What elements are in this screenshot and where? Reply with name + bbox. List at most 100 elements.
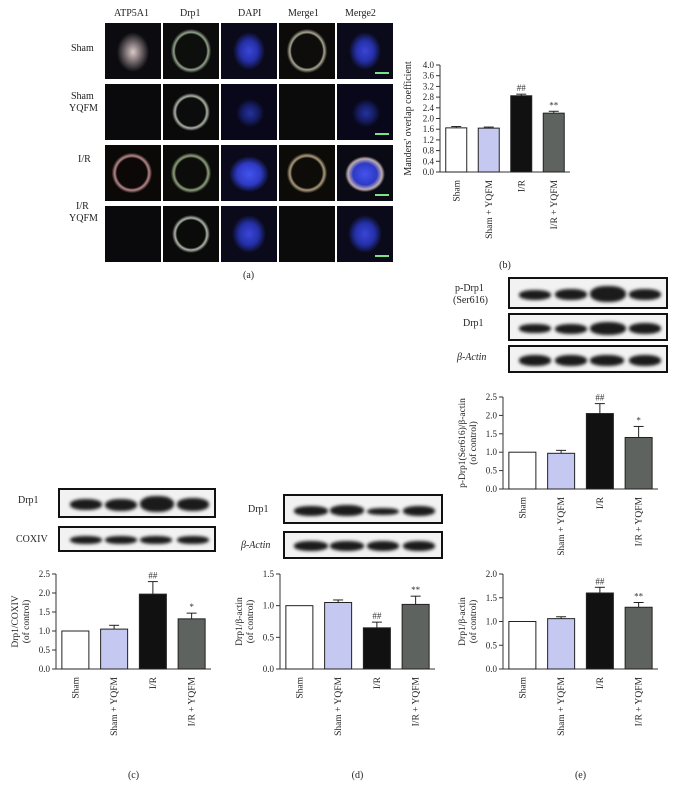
blot-band xyxy=(519,355,551,366)
scale-bar xyxy=(375,194,389,196)
blot-band xyxy=(555,289,587,300)
significance-label: ** xyxy=(634,592,644,602)
scale-bar xyxy=(375,133,389,135)
blot-strip-p-drp1 xyxy=(508,277,668,309)
significance-label: ## xyxy=(595,576,605,586)
column-label-merge2: Merge2 xyxy=(345,8,376,19)
category-label: I/R xyxy=(149,676,159,689)
row-label-sham-yqfm-line2: YQFM xyxy=(69,103,98,114)
bar xyxy=(585,592,614,670)
category-label: Sham xyxy=(295,676,305,698)
blot-band xyxy=(590,286,626,302)
micrograph-ir-atp5a1 xyxy=(105,145,161,201)
y-tick-label: 2.0 xyxy=(486,569,498,579)
micrograph-sham-yqfm-dapi xyxy=(221,84,277,140)
blot-band xyxy=(367,541,399,551)
blot-band xyxy=(177,498,209,511)
category-label: Sham + YQFM xyxy=(485,179,495,238)
category-label: I/R xyxy=(517,179,527,192)
panel-caption: (c) xyxy=(128,770,139,781)
blot-band xyxy=(519,324,551,333)
significance-label: ## xyxy=(595,393,605,403)
blot-strip-coxiv xyxy=(58,526,216,552)
micrograph-sham-merge2 xyxy=(337,23,393,79)
blot-band xyxy=(555,355,587,366)
y-tick-label: 2.5 xyxy=(486,392,498,402)
blot-strip-drp1 xyxy=(508,313,668,341)
category-label: Sham + YQFM xyxy=(334,676,344,735)
micrograph-ir-yqfm-merge2 xyxy=(337,206,393,262)
bar-chart-c: 0.0 0.5 1.0 1.5 2.0 2.5 Drp1/COXIV (of control)… xyxy=(11,569,211,781)
blot-band xyxy=(294,506,328,516)
micrograph-ir-yqfm-atp5a1 xyxy=(105,206,161,262)
bar xyxy=(61,630,90,670)
y-tick-label: 2.8 xyxy=(423,92,435,102)
micrograph-sham-merge1 xyxy=(279,23,335,79)
bar-chart-e-bottom: 0.0 0.5 1.0 1.5 2.0 Drp1/β-actin (of control) S… xyxy=(458,569,658,781)
blot-label-beta-actin: β-Actin xyxy=(241,540,271,551)
blot-band xyxy=(629,355,661,366)
category-label: Sham xyxy=(518,676,528,698)
blot-band xyxy=(590,322,626,335)
blot-band xyxy=(590,355,624,366)
blot-band xyxy=(555,324,587,334)
blot-band xyxy=(330,541,364,551)
y-tick-label: 1.5 xyxy=(39,607,51,617)
micrograph-ir-merge1 xyxy=(279,145,335,201)
scale-bar xyxy=(375,255,389,257)
micrograph-ir-yqfm-merge1 xyxy=(279,206,335,262)
bar xyxy=(547,618,576,670)
y-axis-label: p-Drp1(Ser616)/β-actin xyxy=(457,398,468,488)
blot-band xyxy=(294,541,328,551)
significance-label: * xyxy=(636,415,641,425)
category-label: Sham + YQFM xyxy=(110,676,120,735)
blot-label-drp1: Drp1 xyxy=(18,495,39,506)
category-label: I/R xyxy=(596,676,606,689)
row-label-sham: Sham xyxy=(71,43,94,54)
micrograph-ir-yqfm-dapi xyxy=(221,206,277,262)
significance-label: ** xyxy=(411,585,421,595)
y-tick-label: 1.6 xyxy=(423,124,435,134)
blot-label-coxiv: COXIV xyxy=(16,534,48,545)
y-tick-label: 0.0 xyxy=(263,664,275,674)
y-tick-label: 1.0 xyxy=(486,447,498,457)
scale-bar xyxy=(375,72,389,74)
blot-label-drp1: Drp1 xyxy=(463,318,484,329)
blot-band xyxy=(403,541,435,551)
bar xyxy=(445,127,468,173)
micrograph-ir-merge2 xyxy=(337,145,393,201)
panel-caption: (b) xyxy=(499,260,511,271)
micrograph-ir-drp1 xyxy=(163,145,219,201)
row-label-ir-yqfm-line1: I/R xyxy=(76,201,89,212)
y-tick-label: 0.0 xyxy=(486,664,498,674)
y-axis-label: Drp1/COXIV xyxy=(11,595,21,647)
y-tick-label: 1.5 xyxy=(486,429,498,439)
bar xyxy=(362,627,391,670)
blot-band xyxy=(70,536,102,544)
blot-band xyxy=(629,323,661,334)
micrograph-sham-atp5a1 xyxy=(105,23,161,79)
blot-band xyxy=(177,536,209,544)
bar-chart-e-top: 0.0 0.5 1.0 1.5 2.0 2.5 p-Drp1(Ser616)/β-actin… xyxy=(457,392,658,555)
y-tick-label: 2.4 xyxy=(423,103,435,113)
blot-label-ser616: (Ser616) xyxy=(453,295,488,306)
bar xyxy=(100,628,129,670)
significance-label: * xyxy=(189,602,194,612)
row-label-ir-yqfm-line2: YQFM xyxy=(69,213,98,224)
blot-strip-drp1 xyxy=(283,494,443,524)
y-axis-label: Drp1/β-actin xyxy=(458,597,468,646)
bar xyxy=(177,618,206,670)
bar xyxy=(542,112,565,173)
y-tick-label: 1.5 xyxy=(263,569,275,579)
y-tick-label: 1.5 xyxy=(486,593,498,603)
y-tick-label: 0.5 xyxy=(486,640,498,650)
blot-label-beta-actin: β-Actin xyxy=(457,352,487,363)
y-axis-label: (of control) xyxy=(468,600,479,644)
column-label-drp1: Drp1 xyxy=(180,8,201,19)
row-label-sham-yqfm-line1: Sham xyxy=(71,91,94,102)
blot-band xyxy=(140,496,174,512)
category-label: I/R + YQFM xyxy=(412,676,422,726)
micrograph-sham-yqfm-atp5a1 xyxy=(105,84,161,140)
y-tick-label: 0.5 xyxy=(486,466,498,476)
y-tick-label: 1.0 xyxy=(263,601,275,611)
